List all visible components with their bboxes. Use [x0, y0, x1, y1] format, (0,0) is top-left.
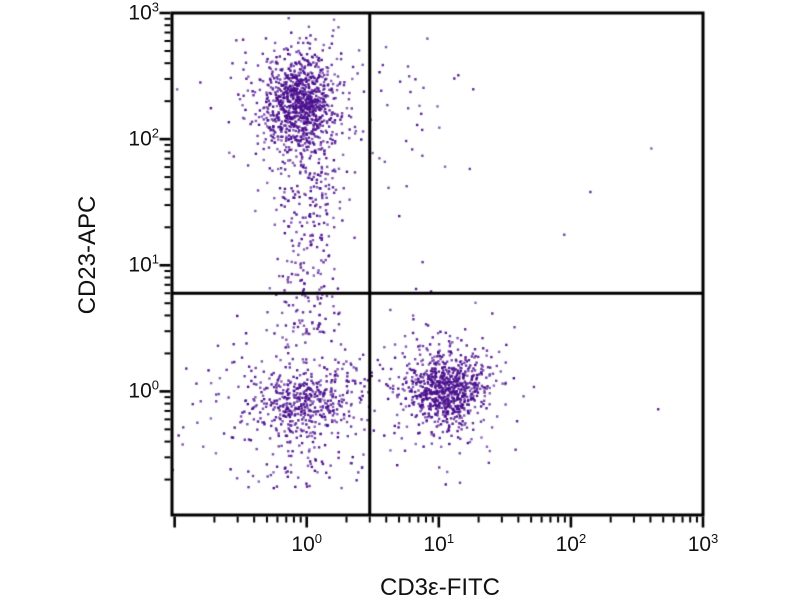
x-tick-label-10e3: 103	[687, 531, 719, 556]
x-axis-title: CD3ε-FITC	[379, 574, 501, 600]
x-tick-label-10e0: 100	[291, 531, 323, 556]
y-tick-label-10e2: 102	[128, 125, 159, 151]
y-tick-label-10e1: 101	[128, 251, 159, 277]
y-tick-label-10e0: 100	[128, 377, 159, 403]
x-tick-label-10e1: 101	[423, 531, 455, 556]
x-tick-label-10e2: 102	[555, 531, 587, 556]
y-tick-label-10e3: 103	[128, 0, 159, 25]
y-axis-title: CD23-APC	[74, 195, 101, 315]
